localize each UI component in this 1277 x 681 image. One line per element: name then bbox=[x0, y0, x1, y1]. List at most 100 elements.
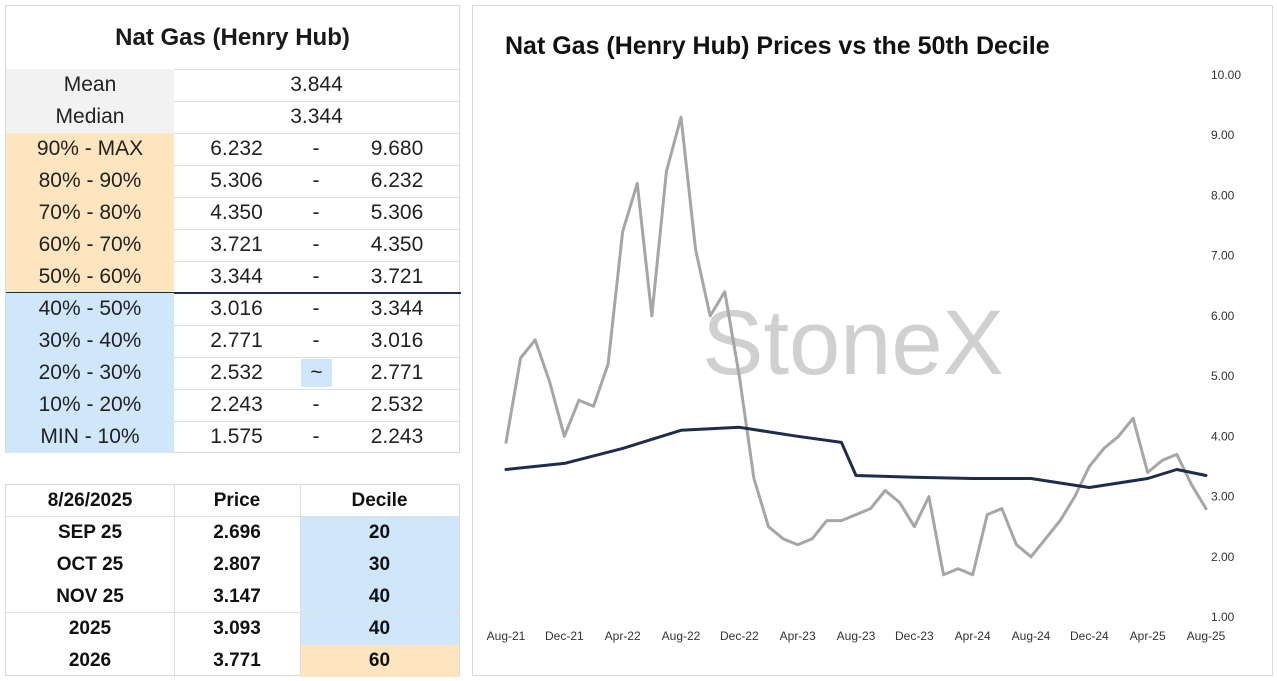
decile-table: Nat Gas (Henry Hub) Mean 3.844 Median 3.344… bbox=[5, 5, 461, 453]
price-point bbox=[898, 501, 901, 504]
price-point bbox=[548, 380, 551, 384]
decile-range-label: 90% - MAX bbox=[6, 133, 174, 165]
contract-name: NOV 25 bbox=[56, 586, 124, 607]
price-point bbox=[606, 362, 610, 366]
contract-price: 3.147 bbox=[213, 586, 261, 607]
contract-row: 2025 3.093 40 bbox=[6, 613, 459, 645]
decile-low-value: 1.575 bbox=[210, 425, 263, 448]
price-point bbox=[752, 477, 756, 480]
contract-decile: 40 bbox=[300, 581, 459, 613]
median-point bbox=[854, 474, 858, 477]
contract-decile: 30 bbox=[300, 549, 459, 581]
price-point bbox=[1015, 543, 1018, 546]
price-point bbox=[738, 374, 741, 378]
price-point bbox=[1088, 465, 1091, 468]
table-title: Nat Gas (Henry Hub) bbox=[115, 23, 350, 51]
decile-header: Decile bbox=[351, 490, 408, 511]
median-point bbox=[504, 468, 508, 471]
decile-high-value: 2.243 bbox=[370, 425, 424, 448]
y-tick-label: 3.00 bbox=[1211, 490, 1235, 504]
decile-row: 50% - 60% 3.344 - 3.721 bbox=[6, 261, 459, 293]
table-gridline bbox=[6, 165, 459, 166]
decile-row: 70% - 80% 4.350 - 5.306 bbox=[6, 197, 459, 229]
x-tick-label: Apr-25 bbox=[1130, 629, 1166, 643]
price-point bbox=[883, 489, 887, 492]
contract-header-row: 8/26/2025 Price Decile bbox=[6, 485, 459, 517]
table-gridline bbox=[6, 261, 459, 262]
price-point bbox=[577, 399, 581, 402]
contract-price: 2.696 bbox=[213, 522, 261, 543]
decile-high-value: 2.532 bbox=[370, 393, 424, 416]
median-point bbox=[738, 426, 741, 429]
y-tick-label: 6.00 bbox=[1211, 309, 1235, 323]
table-gridline bbox=[6, 389, 459, 390]
median-point bbox=[679, 429, 683, 432]
contract-decile: 40 bbox=[300, 613, 459, 645]
x-tick-label: Apr-22 bbox=[605, 629, 641, 643]
y-tick-label: 10.00 bbox=[1211, 68, 1241, 82]
x-tick-label: Apr-24 bbox=[955, 629, 991, 643]
table-gridline bbox=[6, 229, 459, 230]
contract-decile: 20 bbox=[300, 517, 459, 549]
price-point bbox=[1146, 471, 1149, 474]
median-point bbox=[621, 447, 624, 450]
x-tick-label: Dec-22 bbox=[720, 629, 759, 643]
table-gridline-v bbox=[300, 485, 301, 677]
decile-separator: - bbox=[312, 265, 320, 288]
decile-separator: - bbox=[312, 393, 320, 416]
median-point bbox=[1175, 468, 1179, 471]
decile-row: 40% - 50% 3.016 - 3.344 bbox=[6, 293, 459, 325]
median-point bbox=[1146, 477, 1149, 480]
price-point bbox=[869, 507, 872, 510]
price-point bbox=[825, 519, 829, 522]
decile-separator: - bbox=[312, 329, 320, 352]
median-point bbox=[1088, 486, 1091, 489]
decile-high-value: 6.232 bbox=[370, 169, 424, 192]
decile-separator: - bbox=[312, 137, 320, 160]
contract-price: 3.771 bbox=[213, 650, 261, 671]
decile-row: 10% - 20% 2.243 - 2.532 bbox=[6, 389, 459, 421]
y-tick-label: 9.00 bbox=[1211, 128, 1235, 142]
decile-low-value: 3.721 bbox=[210, 233, 263, 256]
price-point bbox=[650, 314, 654, 318]
median-row: Median 3.344 bbox=[6, 101, 459, 133]
contract-decile-table: 8/26/2025 Price Decile SEP 25 2.696 20 OCT 25 2… bbox=[5, 484, 460, 677]
median-series-line bbox=[504, 425, 1208, 489]
x-tick-label: Aug-24 bbox=[1012, 629, 1051, 643]
decile-low-value: 3.344 bbox=[210, 265, 263, 288]
decile-range-label: 30% - 40% bbox=[6, 325, 174, 357]
decile-low-value: 4.350 bbox=[210, 201, 263, 224]
x-tick-label: Aug-22 bbox=[662, 629, 701, 643]
decile-row: 30% - 40% 2.771 - 3.016 bbox=[6, 325, 459, 357]
price-point bbox=[621, 230, 624, 233]
table-gridline bbox=[6, 421, 459, 422]
x-tick-label: Aug-25 bbox=[1187, 629, 1226, 643]
decile-high-value: 2.771 bbox=[370, 361, 424, 384]
contract-decile: 60 bbox=[300, 645, 459, 677]
table-gridline bbox=[6, 612, 459, 613]
price-point bbox=[956, 567, 960, 571]
decile-row: 20% - 30% 2.532 ~2.771 bbox=[6, 357, 459, 389]
decile-high-value: 3.016 bbox=[370, 329, 424, 352]
table-gridline bbox=[6, 197, 459, 198]
price-point bbox=[636, 182, 639, 185]
decile-row: 90% - MAX 6.232 - 9.680 bbox=[6, 133, 459, 165]
decile-high-value: 3.721 bbox=[370, 265, 424, 288]
price-point bbox=[913, 525, 916, 528]
contract-row: 2026 3.771 60 bbox=[6, 645, 459, 677]
price-point bbox=[854, 513, 858, 516]
decile-high-value: 3.344 bbox=[370, 297, 424, 320]
decile-range-label: 40% - 50% bbox=[6, 293, 174, 325]
median-separator-line bbox=[6, 292, 461, 294]
x-tick-label: Dec-24 bbox=[1070, 629, 1109, 643]
price-point bbox=[563, 435, 566, 438]
price-point bbox=[1117, 435, 1120, 438]
price-point bbox=[1073, 495, 1076, 498]
mean-value: 3.844 bbox=[290, 73, 343, 96]
median-point bbox=[913, 476, 916, 479]
contract-row: NOV 25 3.147 40 bbox=[6, 581, 459, 613]
price-point bbox=[942, 573, 945, 577]
decile-low-value: 3.016 bbox=[210, 297, 263, 320]
median-label: Median bbox=[6, 101, 174, 133]
price-point bbox=[1161, 459, 1164, 462]
